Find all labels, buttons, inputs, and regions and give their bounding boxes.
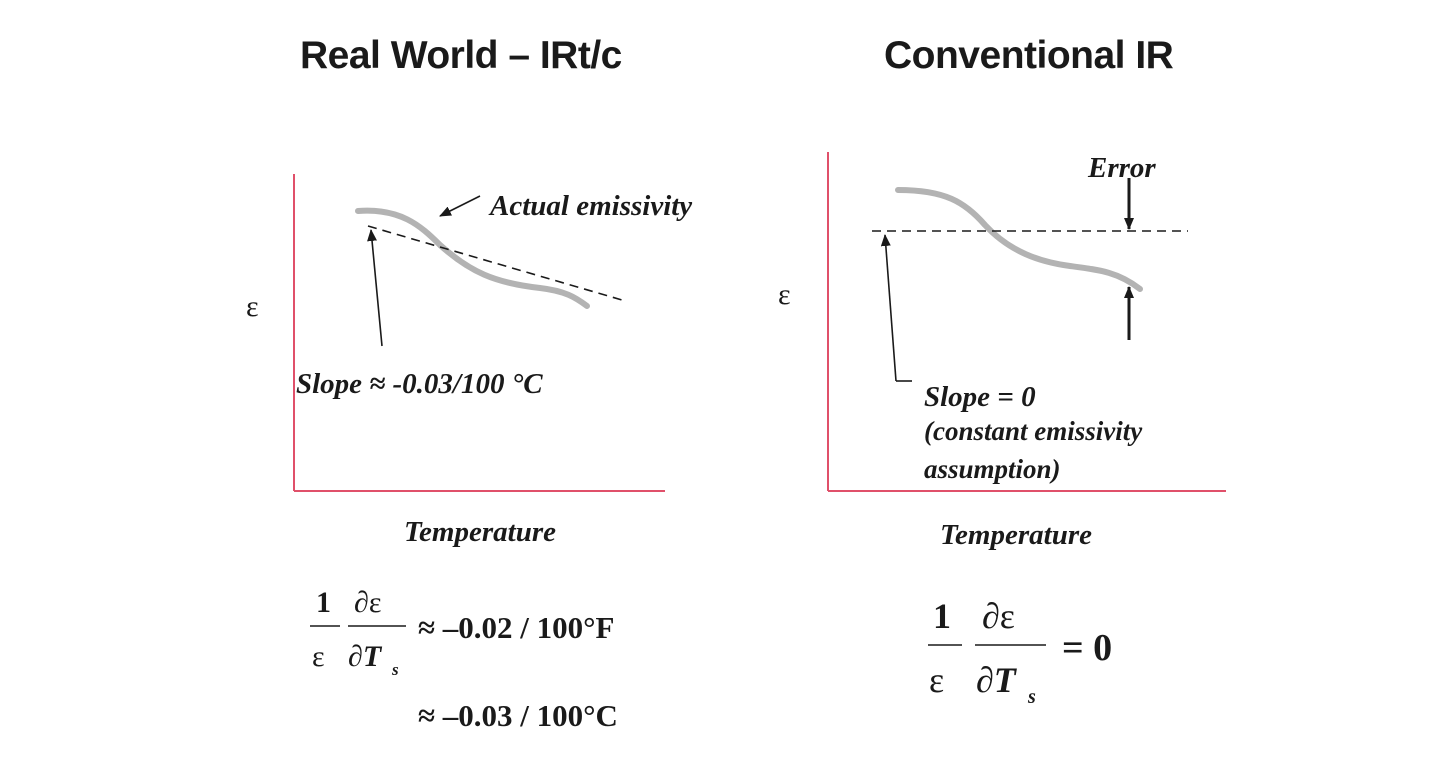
right-formula-rhs: = 0 xyxy=(1062,627,1112,669)
right-y-axis-label: ε xyxy=(778,278,791,311)
left-slope-arrow xyxy=(367,229,383,347)
left-formula-numerator-partial: ∂ε xyxy=(354,586,381,619)
right-title: Conventional IR xyxy=(884,34,1174,77)
left-title: Real World – IRt/c xyxy=(300,34,622,77)
left-curve-label: Actual emissivity xyxy=(488,190,692,222)
left-slope-label: Slope ≈ -0.03/100 °C xyxy=(296,368,543,400)
right-slope-label: Slope = 0 xyxy=(924,381,1036,413)
left-formula-line2-rhs: ≈ –0.03 / 100°C xyxy=(418,698,618,733)
right-formula-subscript: s xyxy=(1027,686,1036,708)
left-formula-line1-rhs: ≈ –0.02 / 100°F xyxy=(418,610,614,645)
right-formula-numerator-partial: ∂ε xyxy=(982,596,1015,636)
right-note-line1: (constant emissivity xyxy=(924,416,1143,446)
right-formula: 1 ε ∂ε ∂T s = 0 xyxy=(928,596,1112,708)
left-formula-numerator-one: 1 xyxy=(316,586,331,619)
right-formula-denominator-partial: ∂T xyxy=(976,660,1018,700)
left-formula: 1 ε ∂ε ∂T s ≈ –0.02 / 100°F ≈ –0.03 / 10… xyxy=(310,586,618,733)
right-emissivity-curve xyxy=(895,187,1143,292)
left-formula-denominator-eps: ε xyxy=(312,640,325,673)
left-x-axis-label: Temperature xyxy=(404,516,556,548)
right-graph: ε Error Slope = 0 (constant emissivity a… xyxy=(778,152,1226,551)
right-formula-denominator-eps: ε xyxy=(929,660,944,700)
left-curve-arrow xyxy=(439,195,481,217)
left-formula-subscript: s xyxy=(391,660,399,679)
right-note-line2: assumption) xyxy=(924,454,1061,484)
left-graph: ε Actual emissivity Slope ≈ -0.03/100 °C… xyxy=(246,174,692,548)
left-y-axis-label: ε xyxy=(246,290,259,323)
error-label: Error xyxy=(1087,152,1156,184)
right-x-axis-label: Temperature xyxy=(940,519,1092,551)
right-formula-numerator-one: 1 xyxy=(933,596,951,636)
left-slope-dashed-line xyxy=(367,225,623,301)
left-emissivity-curve xyxy=(355,207,590,309)
right-slope-arrow xyxy=(880,234,897,382)
left-formula-denominator-partial: ∂T xyxy=(348,640,383,673)
